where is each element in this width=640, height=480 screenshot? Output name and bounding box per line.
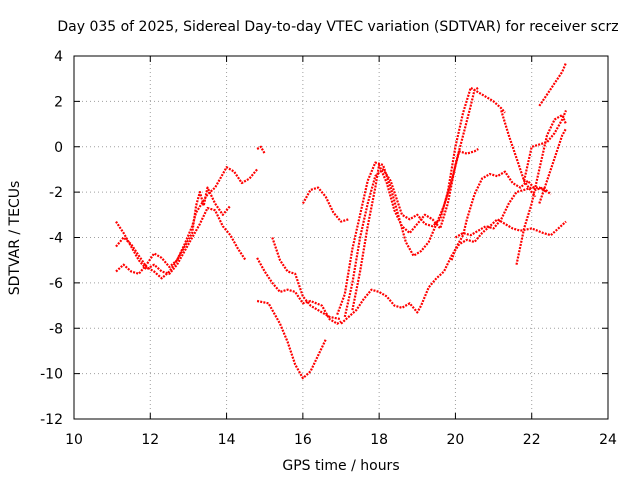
series-trace-b (115, 166, 258, 280)
series-trace-e (256, 299, 327, 380)
series-trace-d (256, 145, 266, 155)
y-tick-label: -4 (49, 231, 63, 247)
chart-title: Day 035 of 2025, Sidereal Day-to-day VTE… (57, 19, 618, 35)
series-trace-r (538, 62, 568, 107)
y-tick-label: -8 (49, 321, 63, 337)
series-trace-m (450, 170, 552, 261)
series-trace-g (271, 237, 342, 321)
series-trace-o (500, 110, 537, 198)
series-trace-s (538, 128, 567, 204)
data-series (115, 62, 568, 380)
x-tick-label: 14 (218, 432, 236, 448)
x-tick-label: 10 (65, 432, 83, 448)
y-tick-label: -10 (40, 367, 63, 383)
x-tick-label: 22 (523, 432, 541, 448)
series-trace-q (523, 109, 568, 182)
plot-frame (73, 55, 609, 420)
x-tick-label: 24 (599, 432, 617, 448)
y-tick-label: 0 (54, 140, 63, 156)
y-tick-label: -12 (40, 412, 63, 428)
y-axis-label: SDTVAR / TECUs (7, 181, 23, 296)
grid (74, 56, 608, 419)
x-tick-label: 20 (447, 432, 465, 448)
series-trace-h (301, 186, 349, 223)
series-trace-p (515, 113, 568, 265)
series-trace-a (115, 206, 247, 275)
x-tick-label: 12 (141, 432, 159, 448)
x-tick-label: 18 (370, 432, 388, 448)
y-tick-label: 4 (54, 49, 63, 65)
series-trace-f (256, 257, 342, 325)
y-tick-label: -6 (49, 276, 63, 292)
y-tick-label: -2 (49, 185, 63, 201)
series-trace-l (351, 86, 479, 311)
x-axis-label: GPS time / hours (282, 458, 399, 474)
y-tick-label: 2 (54, 94, 63, 110)
series-trace-c (115, 186, 232, 275)
x-tick-label: 16 (294, 432, 312, 448)
series-trace-i (340, 218, 567, 325)
series-trace-n (454, 186, 548, 239)
series-trace-k (343, 86, 506, 318)
